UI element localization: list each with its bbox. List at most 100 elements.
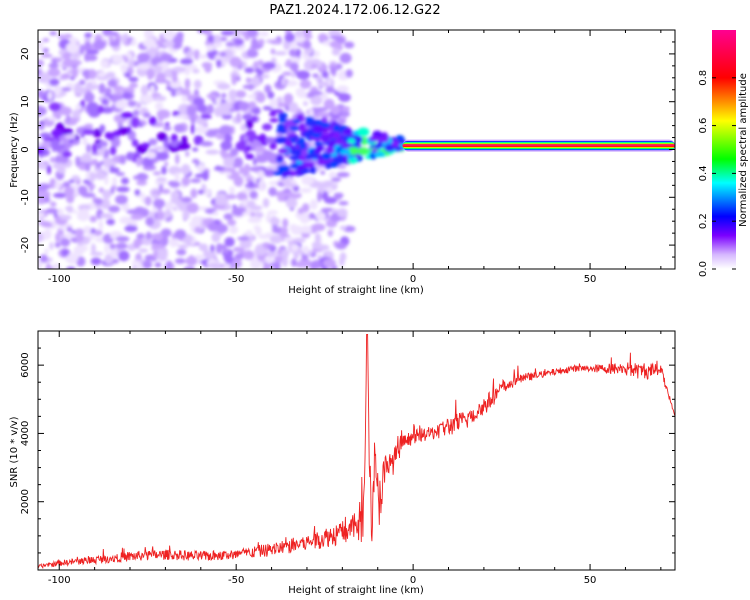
spectral-blob [268, 187, 277, 197]
spectral-blob [281, 77, 286, 86]
spectral-blob [120, 63, 128, 74]
spectral-blob [370, 135, 380, 141]
spectral-blob [129, 82, 138, 89]
spectral-blob [126, 209, 141, 215]
spectral-blob [194, 173, 207, 178]
spectral-blob [124, 72, 131, 78]
spectral-blob [190, 115, 196, 125]
spectral-blob [186, 105, 197, 116]
spectral-blob [317, 81, 330, 88]
spectral-blob [242, 135, 249, 142]
spectral-blob [215, 223, 228, 234]
spectral-blob [174, 258, 186, 264]
spectral-blob [339, 52, 352, 64]
spectral-blob [301, 203, 310, 213]
spectral-blob [337, 164, 347, 169]
spectral-blob [54, 180, 62, 190]
spectral-blob [150, 233, 164, 240]
spectral-blob [64, 133, 76, 140]
spectral-blob [276, 100, 284, 108]
spectral-blob [345, 143, 353, 148]
spectral-blob [303, 101, 308, 107]
spectral-blob [110, 137, 121, 148]
snr-ylabel: SNR (10 * v/v) [9, 416, 20, 487]
spectral-blob [142, 260, 153, 269]
spectral-blob [294, 148, 302, 157]
spectral-blob [254, 156, 269, 164]
spectral-blob [193, 79, 202, 89]
spectral-blob [275, 136, 287, 144]
spectral-blob [196, 117, 208, 125]
spectral-blob [168, 165, 182, 175]
spectral-blob [71, 117, 78, 125]
spectral-blob [378, 135, 389, 143]
y-tick-label: 4000 [20, 421, 31, 446]
spectral-blob [298, 144, 306, 150]
spectral-blob [182, 211, 190, 220]
spectral-blob [148, 116, 157, 126]
spectral-blob [71, 175, 80, 181]
spectral-blob [38, 123, 45, 131]
spectral-blob [302, 161, 315, 169]
y-tick-label: 0 [20, 146, 31, 152]
spectral-blob [76, 256, 86, 267]
spectral-blob [273, 51, 288, 56]
spectral-blob [329, 35, 343, 40]
spectral-blob [225, 41, 236, 47]
spectral-blob [288, 155, 300, 161]
spectral-blob [39, 132, 52, 139]
spectral-blob [323, 258, 337, 268]
spectral-blob [300, 225, 312, 234]
spectral-blob [251, 37, 258, 49]
spectral-blob [229, 56, 242, 68]
spectral-blob [172, 75, 178, 83]
spectral-blob [374, 143, 384, 148]
spectral-blob [196, 163, 206, 173]
spectral-blob [298, 258, 312, 268]
spectral-blob [106, 219, 115, 225]
spectral-blob [319, 182, 331, 189]
spectral-blob [66, 266, 76, 269]
spectral-blob [337, 208, 348, 218]
colorbar-tick-label: 0.8 [698, 70, 709, 86]
spectral-blob [290, 258, 297, 267]
spectral-blob [373, 152, 386, 157]
spectral-blob [341, 106, 351, 112]
spectral-blob [55, 155, 69, 165]
spectral-blob [119, 216, 133, 225]
spectral-blob [97, 71, 106, 78]
spectral-blob [102, 189, 112, 199]
snr-xlabel: Height of straight line (km) [288, 585, 424, 596]
spectral-blob [163, 125, 172, 131]
spectral-blob [82, 137, 88, 146]
spectral-blob [336, 171, 350, 178]
spectral-blob [155, 72, 166, 83]
spectral-blob [204, 62, 212, 73]
y-tick-label: 10 [20, 95, 31, 108]
spectral-blob [317, 33, 328, 42]
y-tick-label: 20 [20, 48, 31, 61]
spectral-blob [253, 225, 261, 230]
spectral-blob [299, 169, 311, 174]
spectral-blob [295, 87, 305, 93]
spectral-blob [205, 149, 220, 155]
spectral-blob [214, 196, 229, 206]
spectral-blob [267, 210, 279, 215]
spectral-blob [221, 113, 233, 120]
spectral-blob [225, 170, 232, 177]
spectral-blob [281, 177, 292, 186]
spectral-blob [235, 75, 241, 82]
spectral-blob [245, 229, 253, 237]
spectral-blob [242, 84, 256, 90]
spectral-blob [249, 166, 262, 172]
spectral-blob [51, 262, 61, 269]
spectral-blob [285, 197, 298, 209]
spectral-blob [41, 140, 53, 149]
spectral-blob [49, 241, 54, 250]
spectral-blob [49, 31, 58, 36]
spectral-blob [144, 196, 152, 206]
spectral-blob [121, 33, 126, 45]
spectral-blob [84, 70, 90, 81]
spectral-blob [74, 228, 85, 237]
spectral-blob [62, 128, 74, 136]
